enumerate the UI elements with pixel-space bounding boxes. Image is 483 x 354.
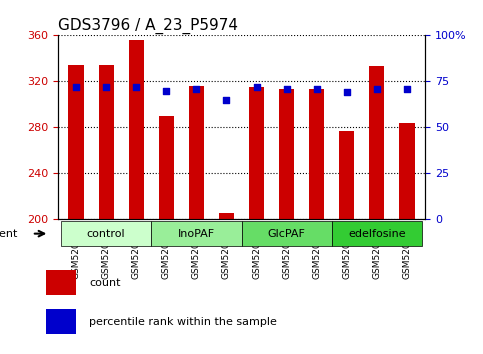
Point [162, 88, 170, 93]
Bar [219, 212, 234, 219]
Point [253, 84, 260, 90]
Text: percentile rank within the sample: percentile rank within the sample [89, 317, 277, 327]
Point [72, 84, 80, 90]
Bar [249, 87, 264, 219]
Point [343, 90, 351, 95]
Point [102, 84, 110, 90]
Bar [279, 90, 294, 219]
Bar [189, 86, 204, 219]
Text: InoPAF: InoPAF [178, 229, 215, 239]
Text: agent: agent [0, 229, 17, 239]
Text: edelfosine: edelfosine [348, 229, 406, 239]
Bar [99, 65, 114, 219]
Bar [159, 116, 174, 219]
FancyBboxPatch shape [61, 221, 151, 246]
Point [283, 86, 290, 92]
Bar [309, 90, 324, 219]
Point [132, 84, 140, 90]
Text: GDS3796 / A_23_P5974: GDS3796 / A_23_P5974 [58, 18, 238, 34]
Point [193, 86, 200, 92]
Point [313, 86, 321, 92]
Bar [399, 123, 414, 219]
Text: GlcPAF: GlcPAF [268, 229, 306, 239]
Point [373, 86, 381, 92]
Point [223, 97, 230, 103]
FancyBboxPatch shape [46, 270, 76, 295]
FancyBboxPatch shape [242, 221, 332, 246]
Bar [369, 67, 384, 219]
FancyBboxPatch shape [332, 221, 422, 246]
Text: count: count [89, 278, 121, 288]
FancyBboxPatch shape [151, 221, 242, 246]
Bar [339, 131, 355, 219]
Bar [69, 65, 84, 219]
FancyBboxPatch shape [46, 309, 76, 334]
Text: control: control [87, 229, 126, 239]
Bar [128, 40, 144, 219]
Point [403, 86, 411, 92]
